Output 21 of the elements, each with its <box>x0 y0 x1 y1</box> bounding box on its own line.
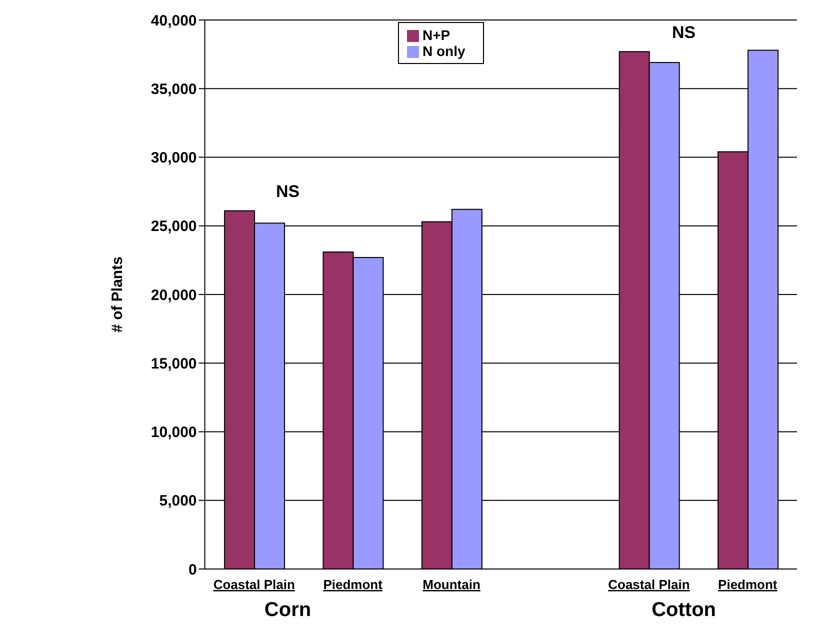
annotation: NS <box>664 23 704 44</box>
annotation: NS <box>268 182 308 202</box>
x-tick-label: Piedmont <box>718 577 778 592</box>
x-tick-label: Piedmont <box>323 577 384 592</box>
y-tick-label: 25,000 <box>150 218 197 236</box>
x-tick-label: Coastal Plain <box>608 577 690 592</box>
text: Corn <box>263 599 312 622</box>
y-tick-label: 15,000 <box>150 355 197 372</box>
y-tick-label: 20,000 <box>150 286 197 304</box>
y-axis-title: # of Plants <box>109 256 126 332</box>
text: Cotton <box>650 599 718 622</box>
x-tick-label: Coastal Plain <box>213 577 296 592</box>
legend-label: N only <box>422 43 466 59</box>
y-tick-label: 10,000 <box>150 424 197 442</box>
y-tick-label: 35,000 <box>150 80 197 98</box>
y-tick-label: 40,000 <box>150 12 197 30</box>
legend-label: N+P <box>422 27 450 43</box>
y-tick-label: 0 <box>188 561 197 578</box>
y-tick-label: 30,000 <box>150 150 197 167</box>
x-tick-label: Mountain <box>422 577 480 592</box>
y-tick-label: 5,000 <box>159 492 197 510</box>
